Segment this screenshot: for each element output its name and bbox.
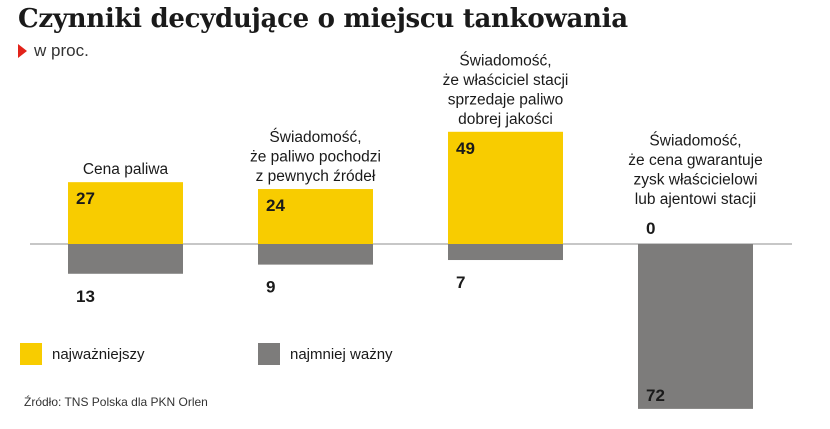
bar-least-important <box>448 244 563 261</box>
bar-least-important <box>258 244 373 265</box>
data-label-most-important: 0 <box>646 219 655 238</box>
category-label: Świadomość, <box>269 128 361 146</box>
legend-label-most-important: najważniejszy <box>52 345 145 363</box>
category-label: z pewnych źródeł <box>256 168 376 185</box>
category-label: że paliwo pochodzi <box>250 149 381 166</box>
legend-swatch-yellow <box>20 343 42 365</box>
legend-item-least-important: najmniej ważny <box>258 343 393 365</box>
category-label: że cena gwarantuje <box>628 152 762 169</box>
bar-least-important <box>68 244 183 274</box>
source-note: Źródło: TNS Polska dla PKN Orlen <box>24 395 208 409</box>
category-label: lub ajentowi stacji <box>635 191 756 208</box>
legend-item-most-important: najważniejszy <box>20 343 145 365</box>
category-label: dobrej jakości <box>458 111 553 128</box>
chart-subtitle: w proc. <box>18 41 89 61</box>
category-label: zysk właścicielowi <box>633 172 757 189</box>
data-label-least-important: 13 <box>76 287 95 306</box>
subtitle-text: w proc. <box>34 41 89 60</box>
chart-title: Czynniki decydujące o miejscu tankowania <box>18 4 628 34</box>
data-label-least-important: 7 <box>456 273 465 292</box>
data-label-least-important: 72 <box>646 386 665 405</box>
legend-swatch-gray <box>258 343 280 365</box>
data-label-most-important: 24 <box>266 196 285 215</box>
bar-most-important <box>68 182 183 244</box>
data-label-most-important: 27 <box>76 189 95 208</box>
bar-most-important <box>448 131 563 244</box>
triangle-bullet-icon <box>18 44 27 58</box>
category-label: Świadomość, <box>649 132 741 150</box>
data-label-least-important: 9 <box>266 278 275 297</box>
category-label: Cena paliwa <box>83 161 169 178</box>
category-label: Świadomość, <box>459 51 551 69</box>
legend-label-least-important: najmniej ważny <box>290 345 393 363</box>
category-label: sprzedaje paliwo <box>448 91 563 108</box>
data-label-most-important: 49 <box>456 139 475 158</box>
bar-least-important <box>638 244 753 409</box>
category-label: że właściciel stacji <box>443 72 569 89</box>
bar-most-important <box>258 189 373 244</box>
